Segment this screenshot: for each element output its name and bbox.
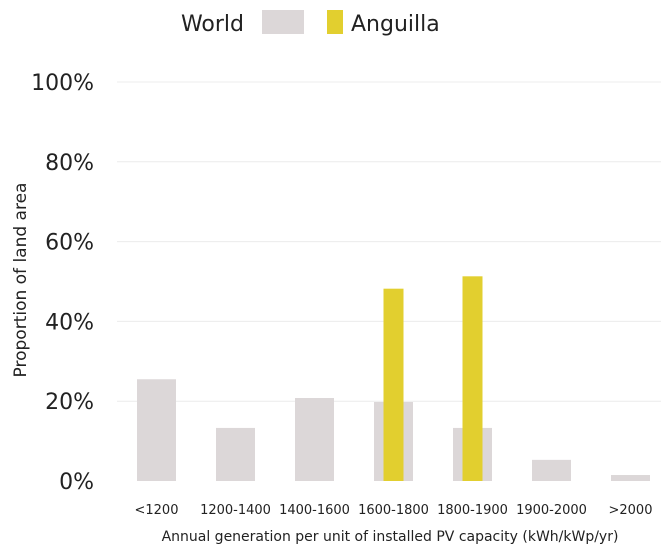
y-tick-label: 100% — [31, 71, 94, 96]
legend-swatch-anguilla — [327, 10, 343, 34]
x-tick-label: 1600-1800 — [358, 503, 429, 518]
y-tick-label: 80% — [45, 151, 94, 176]
x-tick-label: 1200-1400 — [200, 503, 271, 518]
bar-anguilla — [383, 288, 404, 481]
gridlines — [117, 81, 661, 402]
x-tick-label: <1200 — [135, 503, 179, 518]
bar-world — [611, 475, 650, 481]
bar-world — [216, 427, 255, 481]
y-tick-label: 60% — [45, 231, 94, 256]
y-axis-label: Proportion of land area — [11, 183, 31, 378]
y-axis-ticks: 0% 20% 40% 60% 80% 100% — [31, 71, 94, 495]
x-tick-label: >2000 — [609, 503, 653, 518]
bar-world — [532, 459, 571, 481]
bar-world — [295, 398, 334, 481]
legend: World Anguilla — [181, 10, 440, 37]
bar-anguilla — [462, 276, 483, 481]
legend-label-anguilla: Anguilla — [351, 12, 440, 37]
x-tick-label: 1400-1600 — [279, 503, 350, 518]
bars — [137, 276, 650, 481]
x-axis-label: Annual generation per unit of installed … — [162, 529, 619, 545]
y-tick-label: 0% — [59, 470, 94, 495]
x-tick-label: 1900-2000 — [516, 503, 587, 518]
legend-label-world: World — [181, 12, 244, 37]
y-tick-label: 20% — [45, 390, 94, 415]
legend-swatch-world — [262, 10, 304, 34]
x-axis-ticks: <1200 1200-1400 1400-1600 1600-1800 1800-190… — [135, 503, 653, 518]
x-tick-label: 1800-1900 — [437, 503, 508, 518]
y-tick-label: 40% — [45, 310, 94, 335]
bar-world — [137, 379, 176, 481]
